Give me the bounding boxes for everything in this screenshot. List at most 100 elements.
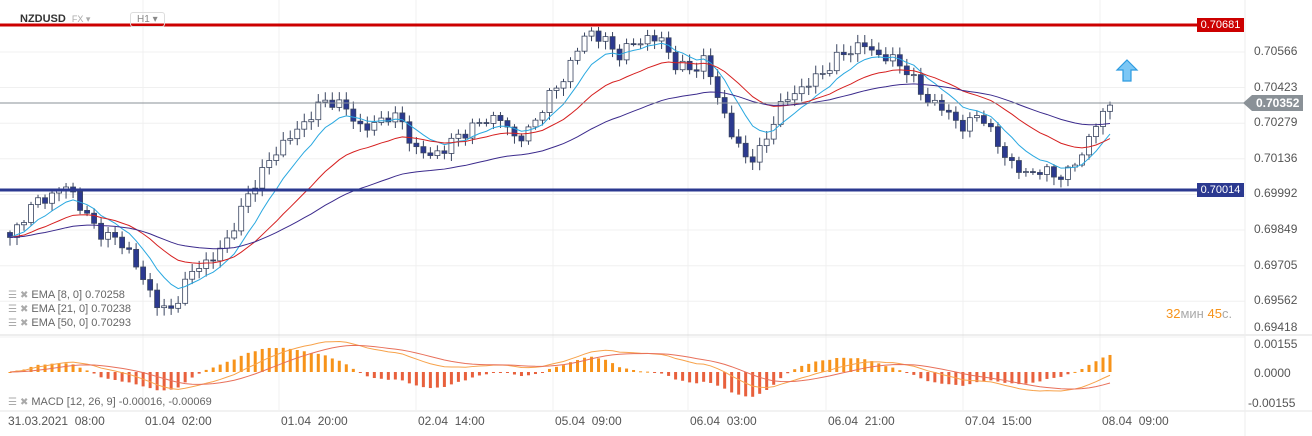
macd-histogram-bar bbox=[1080, 368, 1084, 372]
macd-histogram-bar bbox=[884, 366, 888, 372]
macd-histogram-bar bbox=[569, 362, 573, 372]
macd-histogram-bar bbox=[351, 368, 355, 372]
macd-histogram-bar bbox=[330, 358, 334, 372]
levels[interactable] bbox=[0, 23, 1245, 192]
bear-candle bbox=[1051, 166, 1057, 178]
macd-histogram-bar bbox=[533, 372, 537, 375]
macd-histogram-bar bbox=[744, 372, 748, 397]
macd-histogram-bar bbox=[1094, 361, 1098, 372]
close-icon: ✖ bbox=[19, 318, 29, 329]
macd-histogram-bar bbox=[106, 372, 110, 379]
macd-histogram-bar bbox=[36, 364, 40, 372]
macd-histogram-bar bbox=[204, 369, 208, 372]
bear-candle bbox=[924, 93, 931, 104]
bear-candle bbox=[1016, 160, 1022, 173]
macd-histogram-bar bbox=[926, 372, 930, 382]
macd-histogram-bar bbox=[877, 363, 881, 372]
macd-histogram-bar bbox=[933, 372, 937, 383]
macd-histogram-bar bbox=[702, 372, 706, 382]
price-axis-label: 0.69992 bbox=[1254, 186, 1298, 201]
bear-candle bbox=[483, 122, 490, 124]
bull-candle bbox=[448, 137, 455, 154]
bull-candle bbox=[294, 128, 301, 140]
indicator-ema50[interactable]: ☰ ✖ EMA [50, 0] 0.70293 bbox=[8, 317, 132, 329]
symbol[interactable]: NZDUSD bbox=[20, 13, 66, 25]
macd-histogram-bar bbox=[632, 369, 636, 372]
bear-candle bbox=[721, 97, 728, 114]
bear-candle bbox=[840, 51, 847, 56]
bull-candle bbox=[553, 87, 560, 91]
bear-candle bbox=[350, 108, 357, 122]
macd-histogram-bar bbox=[898, 370, 902, 372]
macd-histogram-bar bbox=[576, 359, 580, 372]
macd-histogram-bar bbox=[618, 367, 622, 372]
macd-histogram-bar bbox=[1101, 357, 1105, 372]
ema8-line bbox=[9, 42, 1111, 290]
bull-candle bbox=[203, 259, 210, 269]
macd-histogram-bar bbox=[547, 368, 551, 372]
macd-histogram-bar bbox=[183, 372, 187, 383]
macd-histogram-bar bbox=[975, 372, 979, 383]
macd-histogram-bar bbox=[127, 372, 131, 383]
macd-histogram-bar bbox=[765, 372, 769, 390]
macd-axis-label: 0.00155 bbox=[1254, 337, 1298, 351]
bear-candle bbox=[357, 120, 364, 125]
indicator-ema21[interactable]: ☰ ✖ EMA [21, 0] 0.70238 bbox=[8, 303, 132, 315]
bear-candle bbox=[945, 109, 952, 113]
macd-histogram-bar bbox=[1010, 372, 1014, 384]
macd-histogram-bar bbox=[1108, 354, 1112, 372]
macd-histogram-bar bbox=[386, 372, 390, 380]
price-axis-label: 0.70566 bbox=[1254, 44, 1298, 58]
bear-candle bbox=[329, 99, 336, 108]
macd-histogram-bar bbox=[828, 359, 832, 372]
macd-histogram-bar bbox=[232, 359, 236, 372]
macd-histogram-bar bbox=[71, 364, 75, 372]
macd-histogram-bar bbox=[85, 370, 89, 372]
bear-candle bbox=[875, 49, 882, 56]
bear-candle bbox=[994, 126, 1001, 147]
bull-candle bbox=[1093, 126, 1099, 138]
bull-candle bbox=[105, 232, 111, 240]
bull-candle bbox=[581, 35, 588, 52]
macd-histogram-bar bbox=[758, 372, 762, 394]
bull-candle bbox=[1023, 171, 1029, 173]
macd-axis-label: -0.00155 bbox=[1248, 396, 1296, 410]
price-axis-label: 0.69562 bbox=[1254, 293, 1298, 308]
market-select[interactable]: FX ▾ bbox=[71, 13, 91, 24]
bull-candle bbox=[371, 122, 378, 131]
indicator-ema8[interactable]: ☰ ✖ EMA [8, 0] 0.70258 bbox=[8, 289, 125, 301]
macd-histogram-bar bbox=[505, 372, 509, 374]
bull-candle bbox=[973, 115, 980, 119]
bull-candle bbox=[644, 35, 651, 45]
macd-histogram-bar bbox=[947, 372, 951, 385]
bull-candle bbox=[28, 204, 34, 223]
macd-histogram-bar bbox=[940, 372, 944, 384]
macd-histogram-bar bbox=[190, 372, 194, 378]
macd-histogram-bar bbox=[646, 371, 650, 373]
timeframe-select[interactable]: H1 ▾ bbox=[130, 12, 165, 27]
macd-histogram-bar bbox=[835, 358, 839, 372]
current-price-tag: 0.70352 bbox=[1242, 95, 1304, 111]
bear-candle bbox=[119, 236, 126, 249]
bull-candle bbox=[287, 138, 294, 141]
bull-candle bbox=[182, 278, 189, 304]
bull-candle bbox=[854, 42, 861, 55]
bull-candle bbox=[490, 115, 497, 124]
macd-histogram-bar bbox=[484, 372, 488, 375]
macd-histogram-bar bbox=[1066, 372, 1070, 375]
settings-icon: ☰ bbox=[8, 397, 17, 408]
macd-histogram-bar bbox=[1024, 372, 1028, 384]
indicator-macd[interactable]: ☰ ✖ MACD [12, 26, 9] -0.00016, -0.00069 bbox=[8, 396, 212, 408]
ema-lines bbox=[9, 42, 1111, 290]
bear-candle bbox=[938, 99, 945, 111]
bull-candle bbox=[966, 117, 973, 132]
bear-candle bbox=[406, 121, 413, 144]
macd-histogram-bar bbox=[1073, 371, 1077, 373]
ema50-line bbox=[9, 83, 1111, 250]
macd-histogram-bar bbox=[337, 360, 341, 372]
macd-histogram-bar bbox=[562, 365, 566, 372]
macd-histogram-bar bbox=[968, 372, 972, 385]
macd-histogram-bar bbox=[519, 372, 523, 377]
